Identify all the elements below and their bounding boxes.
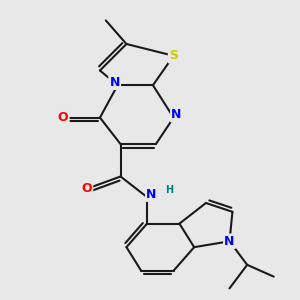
Text: N: N — [171, 108, 182, 121]
Text: N: N — [224, 235, 235, 248]
Text: H: H — [165, 185, 173, 195]
Text: O: O — [81, 182, 92, 195]
Text: N: N — [110, 76, 120, 89]
Text: N: N — [146, 188, 157, 201]
Text: S: S — [169, 49, 178, 62]
Text: O: O — [58, 111, 68, 124]
